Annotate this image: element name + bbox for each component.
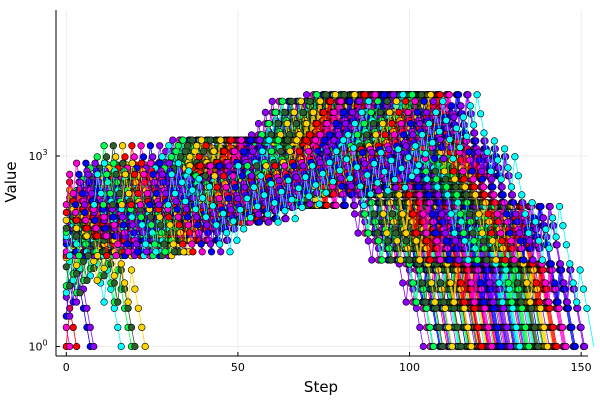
data-point xyxy=(124,298,132,306)
data-point xyxy=(83,276,91,285)
data-point xyxy=(72,270,81,278)
data-point xyxy=(354,229,362,237)
data-point xyxy=(110,279,118,287)
data-point xyxy=(107,260,115,268)
data-point xyxy=(86,323,94,332)
data-point xyxy=(303,91,311,99)
data-point xyxy=(127,266,136,274)
data-point xyxy=(100,298,108,306)
data-point xyxy=(419,342,427,351)
data-point xyxy=(72,342,81,351)
data-point xyxy=(268,97,276,105)
data-point xyxy=(134,304,142,312)
data-point xyxy=(399,279,407,287)
data-point xyxy=(66,342,74,351)
data-point xyxy=(114,323,122,332)
data-point xyxy=(117,266,125,274)
data-point xyxy=(100,264,108,273)
data-point xyxy=(66,282,74,290)
data-point xyxy=(169,136,177,144)
data-point xyxy=(254,119,263,128)
data-point xyxy=(69,323,77,332)
data-point xyxy=(72,261,81,269)
data-point xyxy=(100,272,108,280)
data-point xyxy=(141,342,149,351)
data-point xyxy=(62,289,70,297)
data-point xyxy=(83,304,91,312)
data-point xyxy=(107,285,115,293)
data-point xyxy=(120,285,129,293)
data-point xyxy=(131,285,139,293)
data-point xyxy=(364,237,372,245)
data-point xyxy=(93,276,101,285)
data-point xyxy=(124,304,132,312)
data-point xyxy=(76,289,84,297)
data-point xyxy=(127,323,136,332)
series-layer xyxy=(62,91,595,351)
data-point xyxy=(62,323,70,332)
data-point xyxy=(72,298,81,306)
data-point xyxy=(110,304,118,312)
data-point xyxy=(402,298,410,306)
data-point xyxy=(62,263,70,271)
data-point xyxy=(90,342,98,351)
data-point xyxy=(110,272,118,280)
data-point xyxy=(368,256,376,264)
data-point xyxy=(412,304,421,312)
data-point xyxy=(114,298,122,306)
data-point xyxy=(261,108,270,116)
data-point xyxy=(90,264,98,273)
data-point xyxy=(351,210,359,218)
series-group xyxy=(62,323,74,351)
data-point xyxy=(138,323,146,332)
data-point xyxy=(117,260,125,268)
data-point xyxy=(66,312,74,320)
data-point xyxy=(120,279,129,287)
data-point xyxy=(416,323,424,332)
data-point xyxy=(117,342,125,351)
data-point xyxy=(131,342,139,351)
